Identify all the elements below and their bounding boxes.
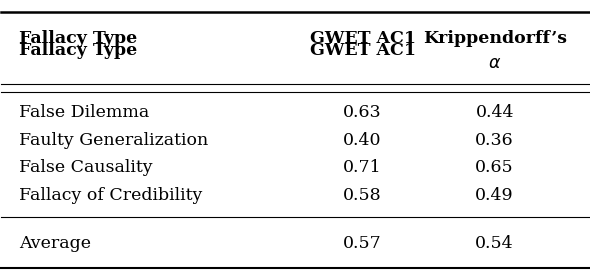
Text: 0.54: 0.54 xyxy=(476,235,514,252)
Text: 0.40: 0.40 xyxy=(343,132,382,149)
Text: 0.65: 0.65 xyxy=(476,159,514,177)
Text: 0.44: 0.44 xyxy=(476,104,514,121)
Text: 0.71: 0.71 xyxy=(343,159,382,177)
Text: Faulty Generalization: Faulty Generalization xyxy=(19,132,208,149)
Text: 0.49: 0.49 xyxy=(476,187,514,204)
Text: $\mathit{\alpha}$: $\mathit{\alpha}$ xyxy=(488,55,501,72)
Text: 0.63: 0.63 xyxy=(343,104,382,121)
Text: Average: Average xyxy=(19,235,91,252)
Text: False Causality: False Causality xyxy=(19,159,153,177)
Text: False Dilemma: False Dilemma xyxy=(19,104,149,121)
Text: Krippendorff’s: Krippendorff’s xyxy=(422,30,566,47)
Text: 0.57: 0.57 xyxy=(343,235,382,252)
Text: 0.36: 0.36 xyxy=(476,132,514,149)
Text: Fallacy Type: Fallacy Type xyxy=(19,43,137,59)
Text: Fallacy of Credibility: Fallacy of Credibility xyxy=(19,187,202,204)
Text: GWET AC1: GWET AC1 xyxy=(310,43,415,59)
Text: Fallacy Type: Fallacy Type xyxy=(19,30,137,47)
Text: GWET AC1: GWET AC1 xyxy=(310,30,415,47)
Text: 0.58: 0.58 xyxy=(343,187,382,204)
